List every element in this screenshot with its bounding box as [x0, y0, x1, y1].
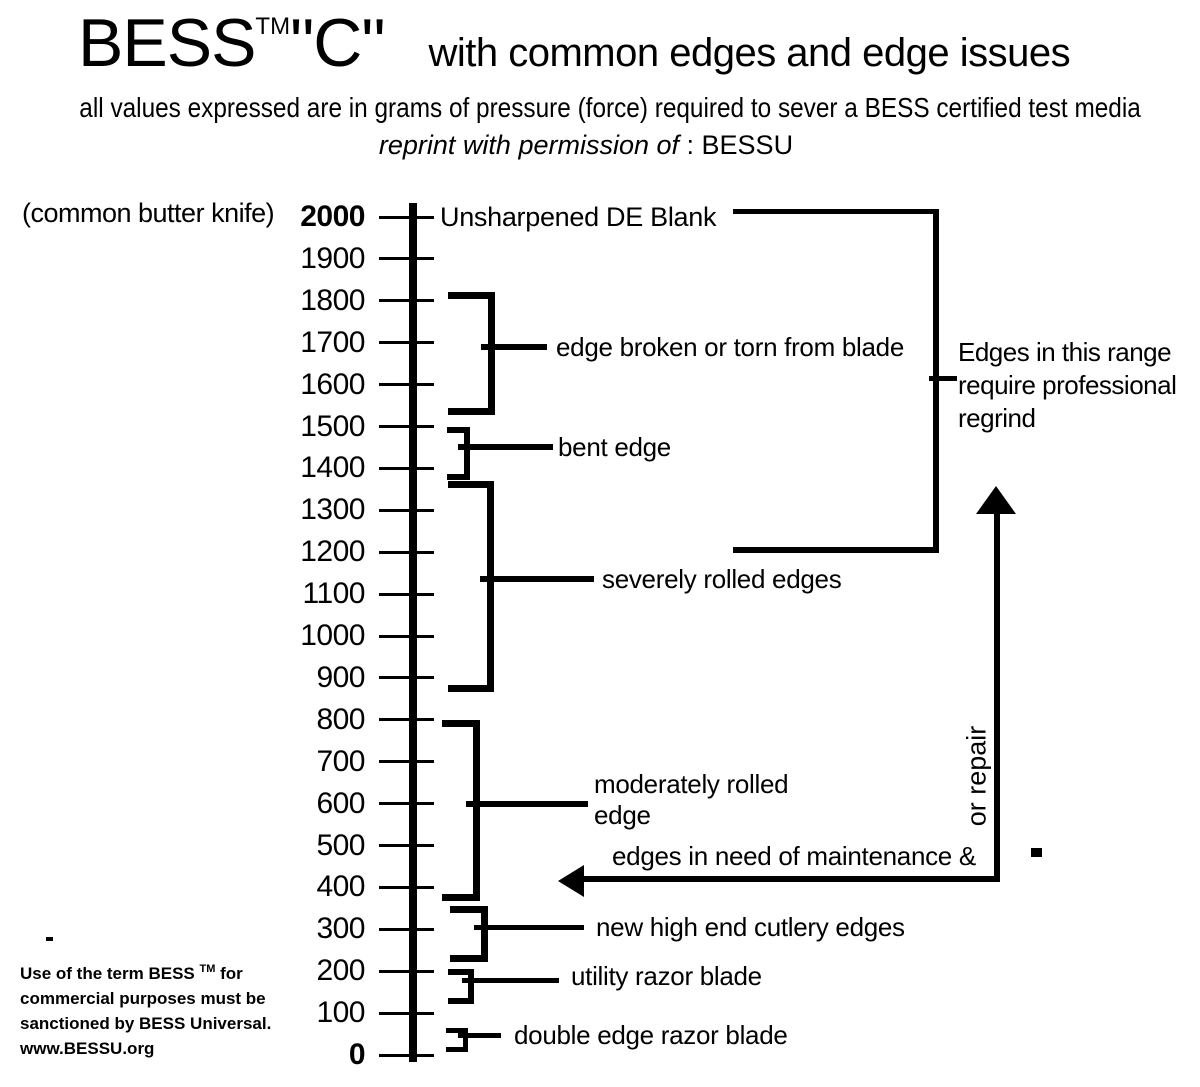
left-arrowhead-icon [558, 865, 584, 897]
bracket-connector-6 [462, 978, 559, 984]
permission-row: reprint with permission of : BESSU [0, 130, 1172, 161]
scale-tick-label-700: 700 [316, 744, 365, 778]
bracket-connector-7 [458, 1032, 501, 1038]
scale-tick-1500 [379, 425, 434, 428]
scale-tick-label-1000: 1000 [300, 619, 365, 652]
scale-tick-label-500: 500 [316, 828, 365, 862]
title-trademark: TM [255, 13, 291, 40]
annotation-label-5: new high end cutlery edges [596, 912, 905, 943]
bracket-connector-1 [481, 343, 547, 350]
annotation-label-2: bent edge [558, 432, 671, 463]
scale-tick-label-900: 900 [316, 660, 365, 694]
scale-tick-100 [379, 1011, 434, 1015]
scale-tick-label-400: 400 [316, 870, 365, 904]
scale-tick-label-0: 0 [348, 1038, 366, 1071]
scale-tick-1600 [379, 383, 434, 387]
range-bracket-4 [442, 719, 480, 902]
annotation-label-1: edge broken or torn from blade [556, 331, 904, 362]
scale-tick-label-1500: 1500 [300, 409, 365, 443]
butter-knife-label: (common butter knife) [22, 198, 275, 228]
tagline-row: all values expressed are in grams of pre… [0, 92, 1200, 124]
permission-italic: reprint with permission of [378, 130, 680, 160]
scale-tick-1700 [379, 341, 434, 345]
footer-url: www.BESSU.org [20, 1039, 155, 1058]
title-subtitle: with common edges and edge issues [428, 31, 1071, 75]
trademark-line-2: commercial purposes must be [20, 989, 266, 1008]
scale-tick-label-1100: 1100 [302, 577, 365, 611]
scale-tick-label-600: 600 [316, 786, 365, 820]
scale-tick-label-1300: 1300 [300, 493, 365, 527]
range-bracket-5 [450, 906, 488, 963]
scale-tick-1000 [379, 634, 434, 638]
regrind-line-1: Edges in this range [958, 337, 1172, 367]
range-bracket-6 [448, 969, 474, 1005]
title-brand: BESS [78, 5, 256, 81]
bracket-connector-3 [480, 576, 594, 583]
scale-tick-label-1700: 1700 [300, 325, 365, 359]
scale-axis-line [409, 203, 417, 1062]
scale-tick-800 [379, 718, 434, 722]
scale-tick-label-2000: 2000 [300, 200, 365, 233]
range-bracket-7 [446, 1027, 468, 1053]
bracket-connector-4 [466, 800, 588, 807]
or-repair-label: or repair [961, 725, 992, 827]
trademark-notice: Use of the term BESS TM for commercial p… [20, 957, 271, 1061]
tagline-text: all values expressed are in grams of pre… [79, 92, 1141, 123]
bracket-connector-5 [474, 924, 584, 930]
stray-mark-left [46, 937, 53, 941]
scale-tick-label-1200: 1200 [300, 535, 365, 569]
scale-tick-0 [379, 1053, 434, 1057]
annotation-label-3: severely rolled edges [602, 564, 842, 595]
trademark-line-3: sanctioned by BESS Universal. [20, 1014, 272, 1033]
scale-tick-label-300: 300 [316, 912, 365, 946]
scale-tick-500 [379, 844, 434, 847]
scale-tick-label-1400: 1400 [300, 451, 365, 485]
scale-tick-1200 [379, 550, 434, 554]
annotation-label-6: utility razor blade [571, 960, 762, 991]
maintenance-arrow-line [582, 876, 1000, 882]
title-quoted-c: "C" [290, 5, 385, 81]
range-bracket-3 [448, 480, 494, 692]
scale-tick-300 [379, 927, 434, 931]
regrind-line-3: regrind [958, 403, 1036, 433]
scale-tick-600 [379, 802, 434, 806]
annotation-label-7: double edge razor blade [514, 1020, 788, 1051]
footer-tm-superscript: TM [199, 963, 216, 975]
up-arrowhead-icon [976, 486, 1016, 514]
scale-tick-label-1600: 1600 [300, 367, 365, 401]
scale-tick-1800 [379, 299, 434, 303]
maintenance-callout-label: edges in need of maintenance & [612, 841, 976, 871]
scale-tick-900 [379, 676, 434, 680]
scale-tick-label-100: 100 [316, 996, 365, 1030]
trademark-line-1: Use of the term BESS TM for [20, 963, 243, 983]
range-bracket-1 [448, 292, 495, 416]
range-bracket-2 [447, 426, 470, 481]
scale-tick-label-1800: 1800 [300, 283, 365, 317]
scale-tick-1300 [379, 508, 434, 512]
stray-mark-right [1031, 848, 1042, 857]
annotation-label-4: moderately rolled edge [594, 768, 789, 830]
scale-tick-1100 [379, 592, 434, 596]
regrind-range-bracket [733, 209, 939, 553]
scale-tick-1400 [379, 466, 434, 470]
scale-tick-700 [379, 760, 434, 764]
annotation-unsharpened-de-blank: Unsharpened DE Blank [440, 202, 717, 232]
bracket-connector-2 [458, 444, 553, 451]
repair-arrow-line [994, 510, 1000, 878]
page-title: BESSTM"C" with common edges and edge issu… [78, 4, 1071, 82]
regrind-callout-label: Edges in this range require professional… [958, 336, 1177, 435]
scale-tick-200 [379, 969, 434, 973]
scale-tick-400 [379, 885, 434, 889]
scale-tick-label-800: 800 [316, 702, 365, 736]
scale-tick-2000 [379, 215, 434, 219]
scale-tick-label-200: 200 [316, 954, 365, 988]
permission-suffix: : BESSU [679, 130, 794, 160]
scale-tick-label-1900: 1900 [300, 241, 365, 275]
scale-tick-1900 [379, 257, 434, 261]
regrind-bracket-connector [929, 376, 957, 381]
regrind-line-2: require professional [958, 370, 1177, 400]
